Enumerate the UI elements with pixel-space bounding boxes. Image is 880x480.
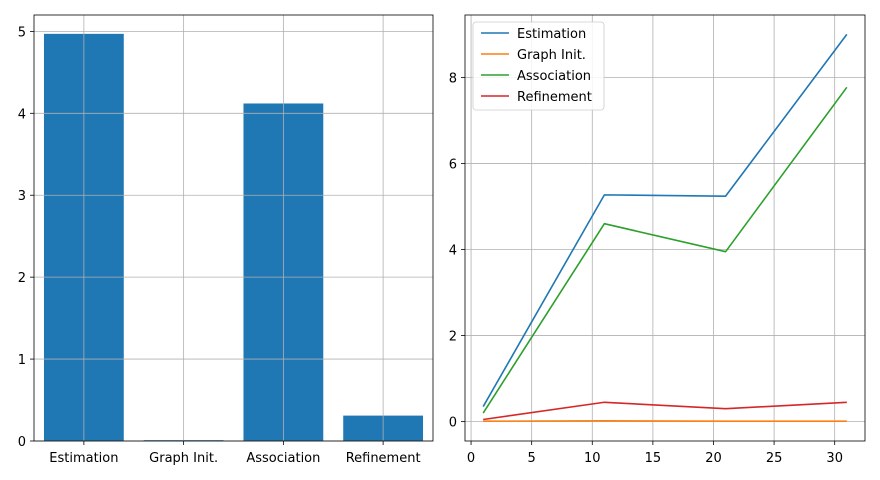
y-tick-label: 0 — [18, 435, 26, 450]
plot-frame — [33, 14, 434, 442]
x-tick-label: 0 — [467, 451, 475, 466]
x-tick-label: Graph Init. — [149, 451, 218, 466]
legend-label: Estimation — [517, 27, 586, 42]
x-tick-label: 15 — [645, 451, 662, 466]
legend-label: Association — [517, 69, 591, 84]
y-tick-label: 1 — [18, 353, 26, 368]
x-tick-label: Refinement — [346, 451, 421, 466]
y-tick-label: 2 — [18, 271, 26, 286]
series-line-association — [482, 86, 848, 414]
legend-box — [472, 21, 605, 111]
x-tick-label: Association — [246, 451, 320, 466]
x-tick-label: 5 — [528, 451, 536, 466]
legend: Estimation Graph Init. Association Refineme… — [472, 21, 605, 111]
y-tick-label: 3 — [18, 189, 26, 204]
line-chart-panel: 0 5 10 15 20 25 30 0 2 4 6 8 Estimation Graph Init. As… — [449, 14, 866, 466]
x-tick-label: 20 — [705, 451, 722, 466]
y-tick-label: 4 — [449, 244, 457, 259]
y-tick-label: 5 — [18, 25, 26, 40]
y-tick-label: 4 — [18, 107, 26, 122]
bar-chart-panel: Estimation Graph Init. Association Refineme… — [18, 14, 434, 466]
y-tick-label: 2 — [449, 330, 457, 345]
x-tick-label: 25 — [766, 451, 783, 466]
x-tick-label: 10 — [584, 451, 601, 466]
legend-label: Refinement — [517, 90, 592, 105]
x-tick-label: 30 — [826, 451, 843, 466]
y-tick-label: 8 — [449, 71, 457, 86]
legend-label: Graph Init. — [517, 48, 586, 63]
y-tick-label: 6 — [449, 157, 457, 172]
plot-frame — [464, 14, 866, 442]
y-tick-label: 0 — [449, 416, 457, 431]
x-tick-label: Estimation — [49, 451, 118, 466]
series-line-refinement — [483, 401, 847, 421]
series-line-estimation — [482, 33, 848, 407]
